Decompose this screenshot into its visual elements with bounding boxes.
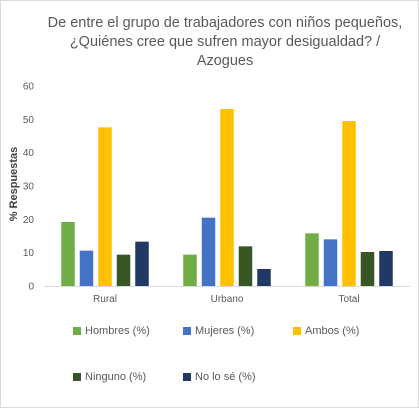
y-tick-label: 30 xyxy=(23,182,35,193)
bar-total-series-3 xyxy=(342,121,356,286)
bar-urbano-series-3 xyxy=(220,109,234,286)
bar-total-series-5 xyxy=(379,251,393,286)
x-tick-label: Urbano xyxy=(211,294,244,305)
y-tick-label: 40 xyxy=(23,148,35,159)
bar-urbano-series-4 xyxy=(239,246,253,286)
bar-rural-series-2 xyxy=(80,251,94,286)
x-tick-label: Total xyxy=(338,294,359,305)
y-tick-label: 0 xyxy=(28,282,34,293)
y-tick-label: 50 xyxy=(23,115,35,126)
y-tick-label: 10 xyxy=(23,248,35,259)
y-tick-label: 20 xyxy=(23,215,35,226)
bar-urbano-series-1 xyxy=(183,255,197,286)
bar-rural-series-5 xyxy=(135,242,149,286)
bar-total-series-1 xyxy=(305,233,319,286)
bar-rural-series-3 xyxy=(98,127,112,286)
bar-rural-series-4 xyxy=(117,255,131,286)
bar-urbano-series-5 xyxy=(257,269,271,286)
bar-urbano-series-2 xyxy=(202,218,216,286)
bar-rural-series-1 xyxy=(61,222,75,286)
y-tick-label: 60 xyxy=(23,82,35,93)
bar-total-series-4 xyxy=(361,252,375,286)
x-tick-label: Rural xyxy=(93,294,117,305)
bar-total-series-2 xyxy=(324,239,338,286)
